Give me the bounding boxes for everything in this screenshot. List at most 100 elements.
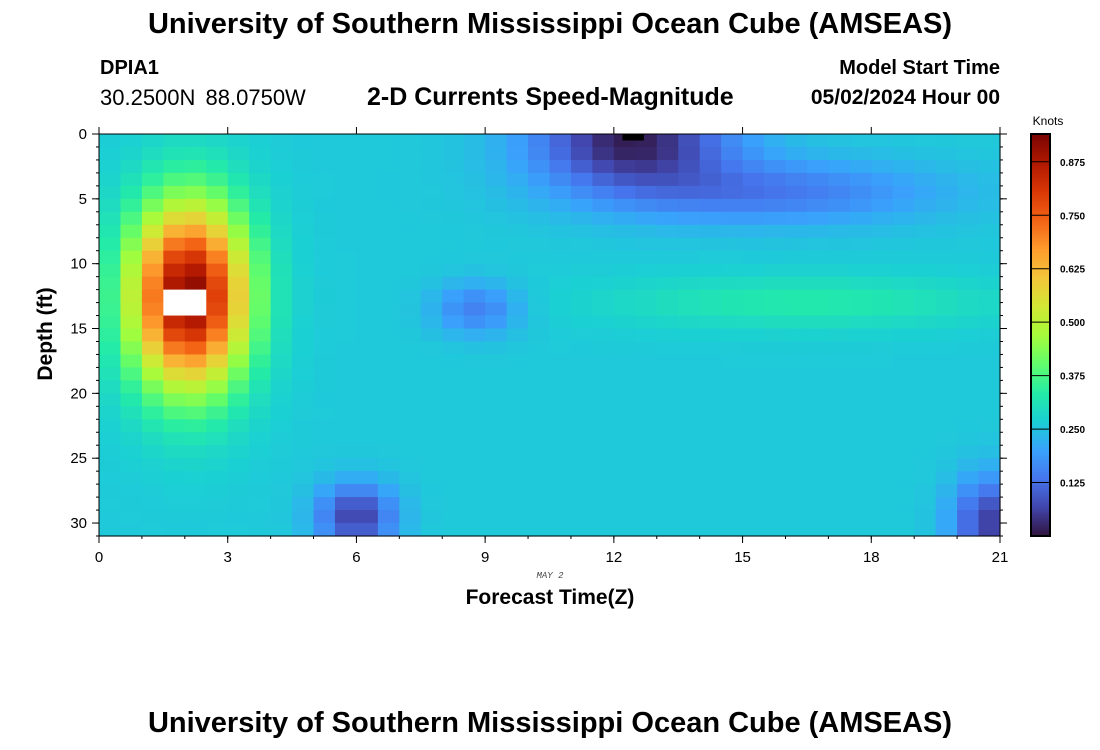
heatmap-cell	[270, 432, 293, 446]
heatmap-cell	[184, 172, 207, 187]
heatmap-cell	[656, 263, 679, 278]
heatmap-cell	[163, 146, 186, 161]
heatmap-cell	[99, 445, 122, 459]
heatmap-cell	[785, 406, 808, 420]
heatmap-cell	[377, 198, 400, 213]
heatmap-cell	[184, 159, 207, 174]
heatmap-cell	[892, 458, 915, 472]
colorbar-segment	[1031, 248, 1050, 252]
heatmap-cell	[892, 172, 915, 187]
heatmap-cell	[249, 406, 272, 420]
colorbar-segment	[1031, 343, 1050, 346]
heatmap-cell	[99, 380, 122, 394]
heatmap-cell	[570, 510, 594, 524]
heatmap-cell	[399, 380, 422, 394]
heatmap-cell	[184, 263, 207, 278]
heatmap-cell	[227, 380, 250, 394]
heatmap-cell	[678, 432, 701, 446]
heatmap-cell	[377, 341, 400, 356]
heatmap-cell	[785, 172, 808, 187]
colorbar-segment	[1031, 415, 1050, 418]
heatmap-cell	[313, 224, 336, 239]
heatmap-cell	[206, 289, 229, 304]
heatmap-cell	[871, 458, 894, 472]
colorbar-segment	[1031, 443, 1050, 447]
heatmap-cell	[227, 302, 250, 317]
heatmap-cell	[313, 471, 336, 485]
heatmap-cell	[420, 172, 443, 187]
heatmap-cell	[978, 380, 1001, 394]
heatmap-cell	[978, 289, 1001, 304]
heatmap-cell	[399, 406, 422, 420]
heatmap-cell	[892, 341, 915, 356]
heatmap-cell	[227, 224, 250, 239]
heatmap-cell	[313, 159, 336, 174]
heatmap-cell	[764, 471, 787, 485]
heatmap-cell	[99, 159, 122, 174]
heatmap-cell	[635, 445, 658, 459]
heatmap-cell	[270, 198, 293, 213]
heatmap-cell	[270, 328, 293, 343]
heatmap-cell	[163, 406, 186, 420]
heatmap-cell	[978, 419, 1001, 433]
heatmap-cell	[635, 315, 658, 330]
heatmap-cell	[785, 393, 808, 407]
colorbar-segment	[1031, 471, 1050, 475]
heatmap-cell	[270, 134, 293, 148]
heatmap-cell	[892, 354, 915, 369]
heatmap-cell	[570, 497, 594, 511]
colorbar-segment	[1031, 413, 1050, 416]
colorbar-segment	[1031, 407, 1050, 410]
heatmap-cell	[613, 159, 636, 174]
heatmap-cell	[592, 367, 615, 381]
heatmap-cell	[528, 523, 551, 537]
colorbar-segment	[1031, 274, 1050, 278]
heatmap-cell	[978, 185, 1001, 200]
heatmap-cell	[849, 224, 872, 239]
heatmap-cell	[356, 419, 379, 433]
heatmap-cell	[141, 367, 164, 381]
heatmap-cell	[914, 497, 937, 511]
heatmap-cell	[699, 497, 722, 511]
heatmap-cell	[549, 445, 572, 459]
colorbar-frame	[1030, 133, 1051, 537]
heatmap-cell	[592, 302, 615, 317]
heatmap-cell	[871, 263, 894, 278]
heatmap-cell	[420, 458, 443, 472]
heatmap-cell	[163, 185, 186, 200]
heatmap-cell	[849, 198, 872, 213]
heatmap-cell	[785, 211, 808, 226]
heatmap-cell	[120, 510, 143, 524]
heatmap-cell	[592, 328, 615, 343]
heatmap-cell	[313, 341, 336, 356]
colorbar-segment	[1031, 310, 1050, 314]
heatmap-cell	[485, 237, 508, 252]
heatmap-cell	[206, 159, 229, 174]
heatmap-cell	[227, 445, 250, 459]
heatmap-cell	[828, 497, 851, 511]
heatmap-cell	[463, 185, 486, 200]
colorbar-segment	[1031, 260, 1050, 264]
heatmap-cell	[99, 134, 122, 148]
heatmap-cell	[806, 172, 829, 187]
colorbar-segment	[1031, 198, 1050, 201]
heatmap-cell	[656, 380, 679, 394]
heatmap-cell	[849, 419, 872, 433]
heatmap-cell	[399, 159, 422, 174]
heatmap-cell	[978, 432, 1001, 446]
heatmap-cell	[141, 497, 164, 511]
heatmap-cell	[785, 146, 808, 161]
heatmap-cell	[678, 497, 701, 511]
heatmap-cell	[785, 198, 808, 213]
heatmap-cell	[742, 510, 765, 524]
heatmap-cell	[849, 458, 872, 472]
colorbar-segment	[1031, 286, 1050, 290]
heatmap-cell	[592, 172, 615, 187]
colorbar-segment	[1031, 361, 1050, 364]
heatmap-cell	[678, 224, 701, 239]
heatmap-cell	[742, 185, 765, 200]
heatmap-cell	[613, 497, 636, 511]
colorbar-label: Knots	[1033, 114, 1064, 128]
heatmap-cell	[570, 432, 594, 446]
heatmap-cell	[206, 315, 229, 330]
